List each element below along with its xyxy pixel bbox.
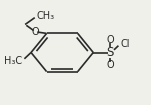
Text: Cl: Cl: [121, 39, 130, 49]
Text: O: O: [32, 27, 39, 37]
Text: O: O: [106, 35, 114, 45]
Text: H₃C: H₃C: [4, 56, 22, 66]
Text: O: O: [106, 60, 114, 70]
Text: S: S: [107, 46, 114, 59]
Text: CH₃: CH₃: [36, 11, 54, 21]
